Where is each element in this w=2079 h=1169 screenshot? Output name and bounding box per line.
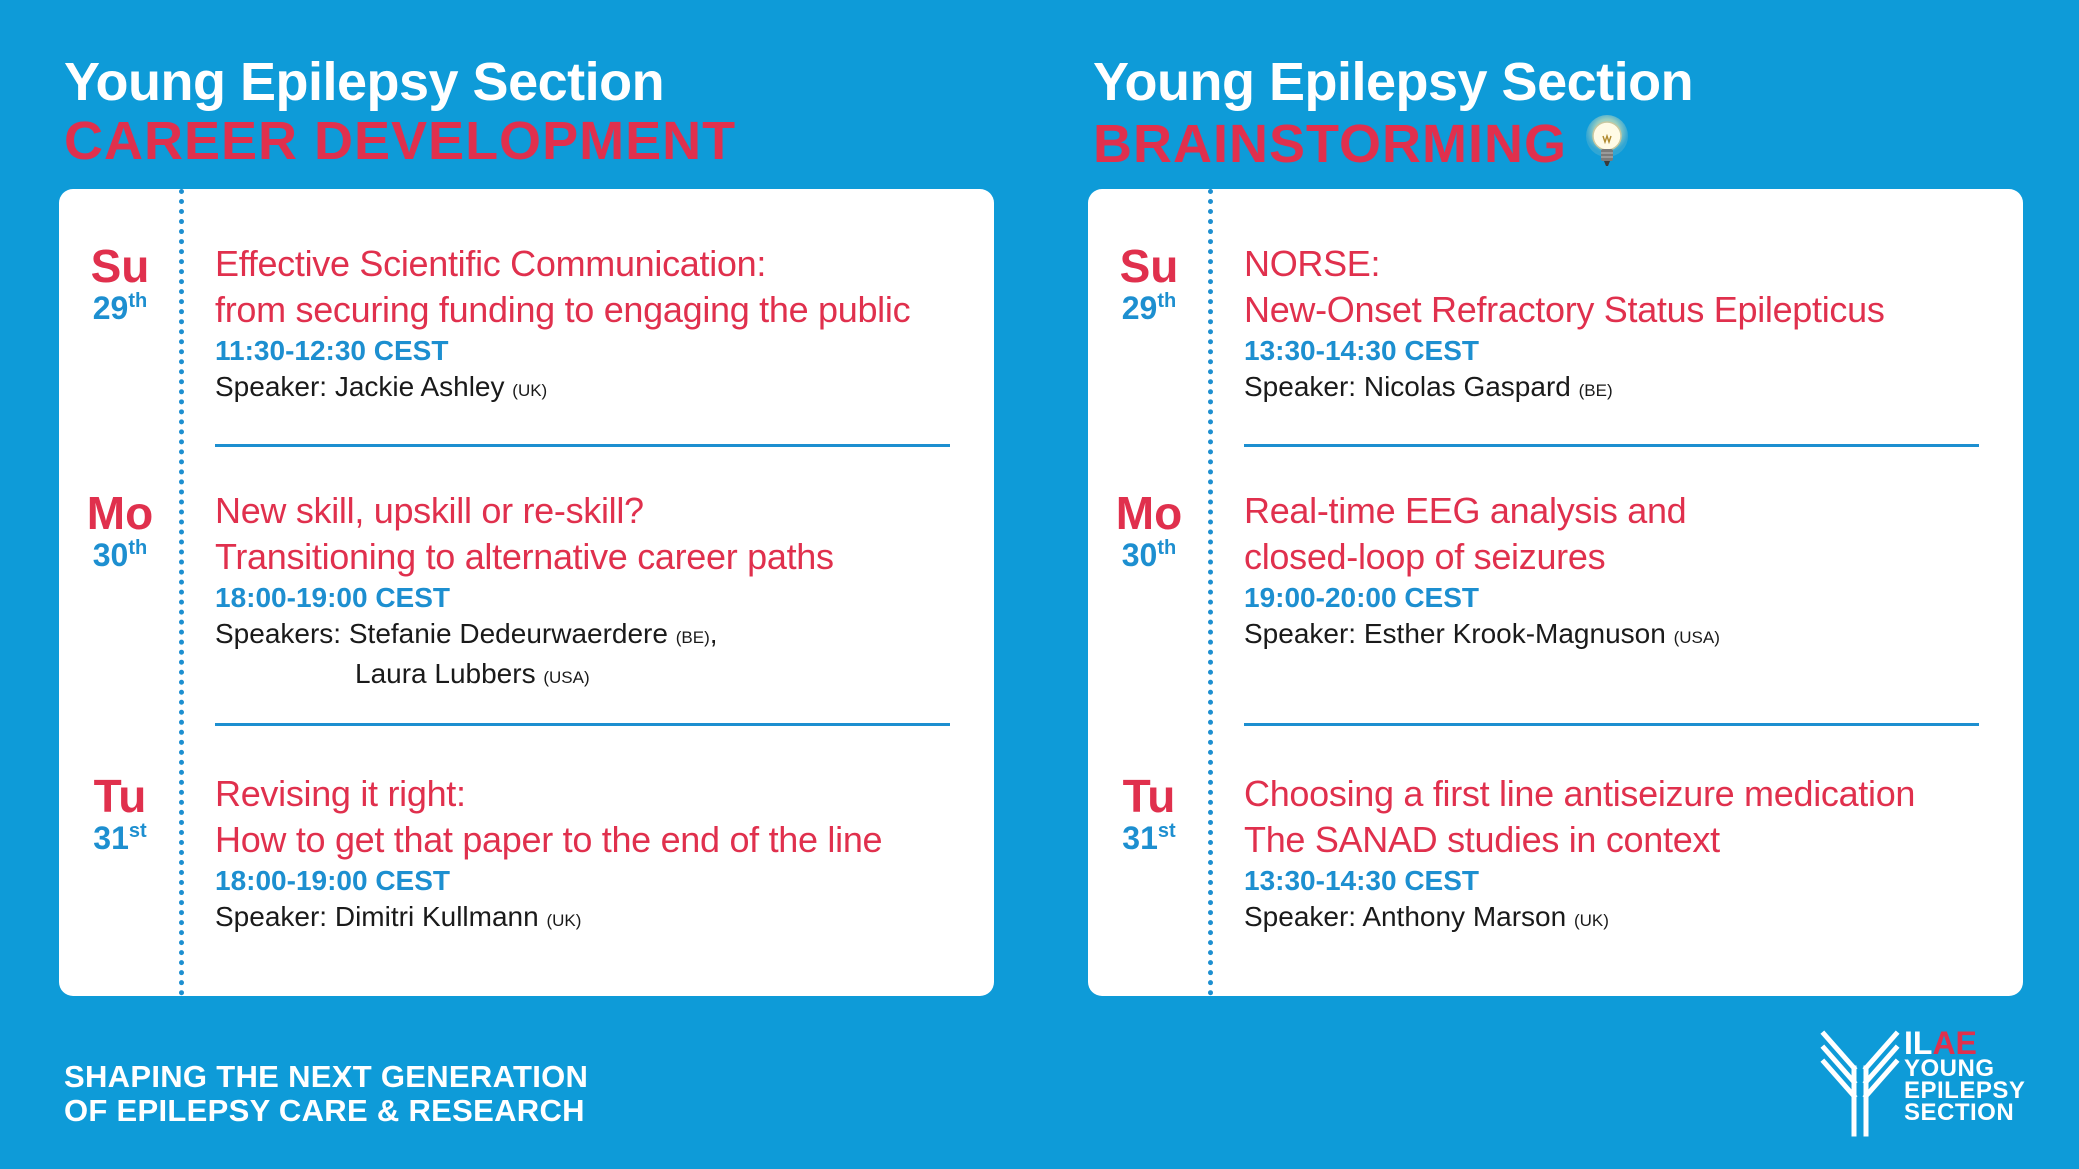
session-title-line2: New-Onset Refractory Status Epilepticus bbox=[1244, 289, 1885, 330]
session-info: Effective Scientific Communication: from… bbox=[215, 241, 975, 409]
logo-line2: EPILEPSY bbox=[1904, 1077, 2026, 1104]
day-abbr: Mo bbox=[1115, 487, 1183, 539]
session-title-line2: Transitioning to alternative career path… bbox=[215, 536, 834, 577]
session-time: 19:00-20:00 CEST bbox=[1244, 582, 1480, 613]
session-title-line1: NORSE: bbox=[1244, 243, 1381, 284]
session-title-line1: Effective Scientific Communication: bbox=[215, 243, 767, 284]
session-speaker: Speaker: Nicolas Gaspard (BE) bbox=[1244, 371, 1613, 402]
logo-ilae: ILAE bbox=[1904, 1025, 1977, 1061]
session-info: NORSE: New-Onset Refractory Status Epile… bbox=[1244, 241, 2004, 409]
session-speaker: Speaker: Esther Krook-Magnuson (USA) bbox=[1244, 618, 1720, 649]
logo-text: ILAE YOUNG EPILEPSY SECTION bbox=[1904, 1025, 2026, 1126]
session-date: Mo 30th bbox=[59, 488, 181, 572]
session-date: Tu 31st bbox=[59, 771, 181, 855]
section-subtitle: CAREER DEVELOPMENT bbox=[64, 112, 964, 170]
session-date: Su 29th bbox=[1088, 241, 1210, 325]
day-abbr: Tu bbox=[1122, 770, 1176, 822]
dotted-divider bbox=[179, 189, 184, 996]
session-separator bbox=[215, 723, 950, 726]
tagline-line1: SHAPING THE NEXT GENERATION bbox=[64, 1059, 589, 1094]
day-number: 30th bbox=[92, 537, 148, 573]
logo-line1: YOUNG bbox=[1904, 1055, 1995, 1082]
dotted-divider bbox=[1208, 189, 1213, 996]
session-date: Tu 31st bbox=[1088, 771, 1210, 855]
session-speaker: Speakers: Stefanie Dedeurwaerdere (BE), bbox=[215, 618, 718, 649]
day-abbr: Su bbox=[1119, 240, 1179, 292]
section-subtitle-text: BRAINSTORMING bbox=[1093, 114, 1568, 174]
section-subtitle-text: CAREER DEVELOPMENT bbox=[64, 111, 737, 171]
brainstorming-heading: Young Epilepsy Section BRAINSTORMING bbox=[1093, 52, 1993, 176]
session-title-line2: from securing funding to engaging the pu… bbox=[215, 289, 911, 330]
session-info: Revising it right: How to get that paper… bbox=[215, 771, 975, 939]
tagline-line2: OF EPILEPSY CARE & RESEARCH bbox=[64, 1093, 585, 1128]
session-title-line1: Real-time EEG analysis and bbox=[1244, 490, 1687, 531]
section-title: Young Epilepsy Section bbox=[64, 52, 665, 112]
session-info: Real-time EEG analysis and closed-loop o… bbox=[1244, 488, 2004, 656]
lightbulb-icon bbox=[1586, 115, 1629, 166]
day-abbr: Tu bbox=[93, 770, 147, 822]
session-date: Mo 30th bbox=[1088, 488, 1210, 572]
session-title-line2: closed-loop of seizures bbox=[1244, 536, 1606, 577]
session-separator bbox=[215, 444, 950, 447]
session-speaker: Speaker: Anthony Marson (UK) bbox=[1244, 901, 1609, 932]
session-info: New skill, upskill or re-skill? Transiti… bbox=[215, 488, 975, 696]
day-number: 31st bbox=[93, 820, 147, 856]
session-speaker: Speaker: Dimitri Kullmann (UK) bbox=[215, 901, 582, 932]
schedule-card: Su 29th Effective Scientific Communicati… bbox=[59, 189, 994, 996]
session-time: 13:30-14:30 CEST bbox=[1244, 865, 1480, 896]
tagline: SHAPING THE NEXT GENERATION OF EPILEPSY … bbox=[64, 1060, 588, 1128]
session-time: 18:00-19:00 CEST bbox=[215, 582, 451, 613]
session-speaker-2: Laura Lubbers (USA) bbox=[355, 658, 590, 689]
day-abbr: Mo bbox=[86, 487, 154, 539]
yes-logo-mark-icon bbox=[1820, 1030, 1900, 1137]
session-date: Su 29th bbox=[59, 241, 181, 325]
session-time: 13:30-14:30 CEST bbox=[1244, 335, 1480, 366]
ilae-yes-logo: ILAE YOUNG EPILEPSY SECTION bbox=[1820, 1026, 2030, 1138]
session-title-line1: Choosing a first line antiseizure medica… bbox=[1244, 773, 1916, 814]
career-heading: Young Epilepsy Section CAREER DEVELOPMEN… bbox=[64, 52, 964, 170]
session-title-line2: The SANAD studies in context bbox=[1244, 819, 1720, 860]
day-number: 31st bbox=[1122, 820, 1176, 856]
session-separator bbox=[1244, 444, 1979, 447]
session-info: Choosing a first line antiseizure medica… bbox=[1244, 771, 2004, 939]
section-title: Young Epilepsy Section bbox=[1093, 52, 1694, 112]
session-title-line1: Revising it right: bbox=[215, 773, 466, 814]
logo-line3: SECTION bbox=[1904, 1099, 2015, 1126]
session-separator bbox=[1244, 723, 1979, 726]
schedule-card: Su 29th NORSE: New-Onset Refractory Stat… bbox=[1088, 189, 2023, 996]
day-number: 29th bbox=[92, 290, 148, 326]
day-abbr: Su bbox=[90, 240, 150, 292]
session-title-line2: How to get that paper to the end of the … bbox=[215, 819, 883, 860]
session-speaker: Speaker: Jackie Ashley (UK) bbox=[215, 371, 548, 402]
session-time: 18:00-19:00 CEST bbox=[215, 865, 451, 896]
session-title-line1: New skill, upskill or re-skill? bbox=[215, 490, 644, 531]
section-subtitle: BRAINSTORMING bbox=[1093, 112, 1993, 176]
session-time: 11:30-12:30 CEST bbox=[215, 335, 449, 366]
day-number: 30th bbox=[1121, 537, 1177, 573]
day-number: 29th bbox=[1121, 290, 1177, 326]
